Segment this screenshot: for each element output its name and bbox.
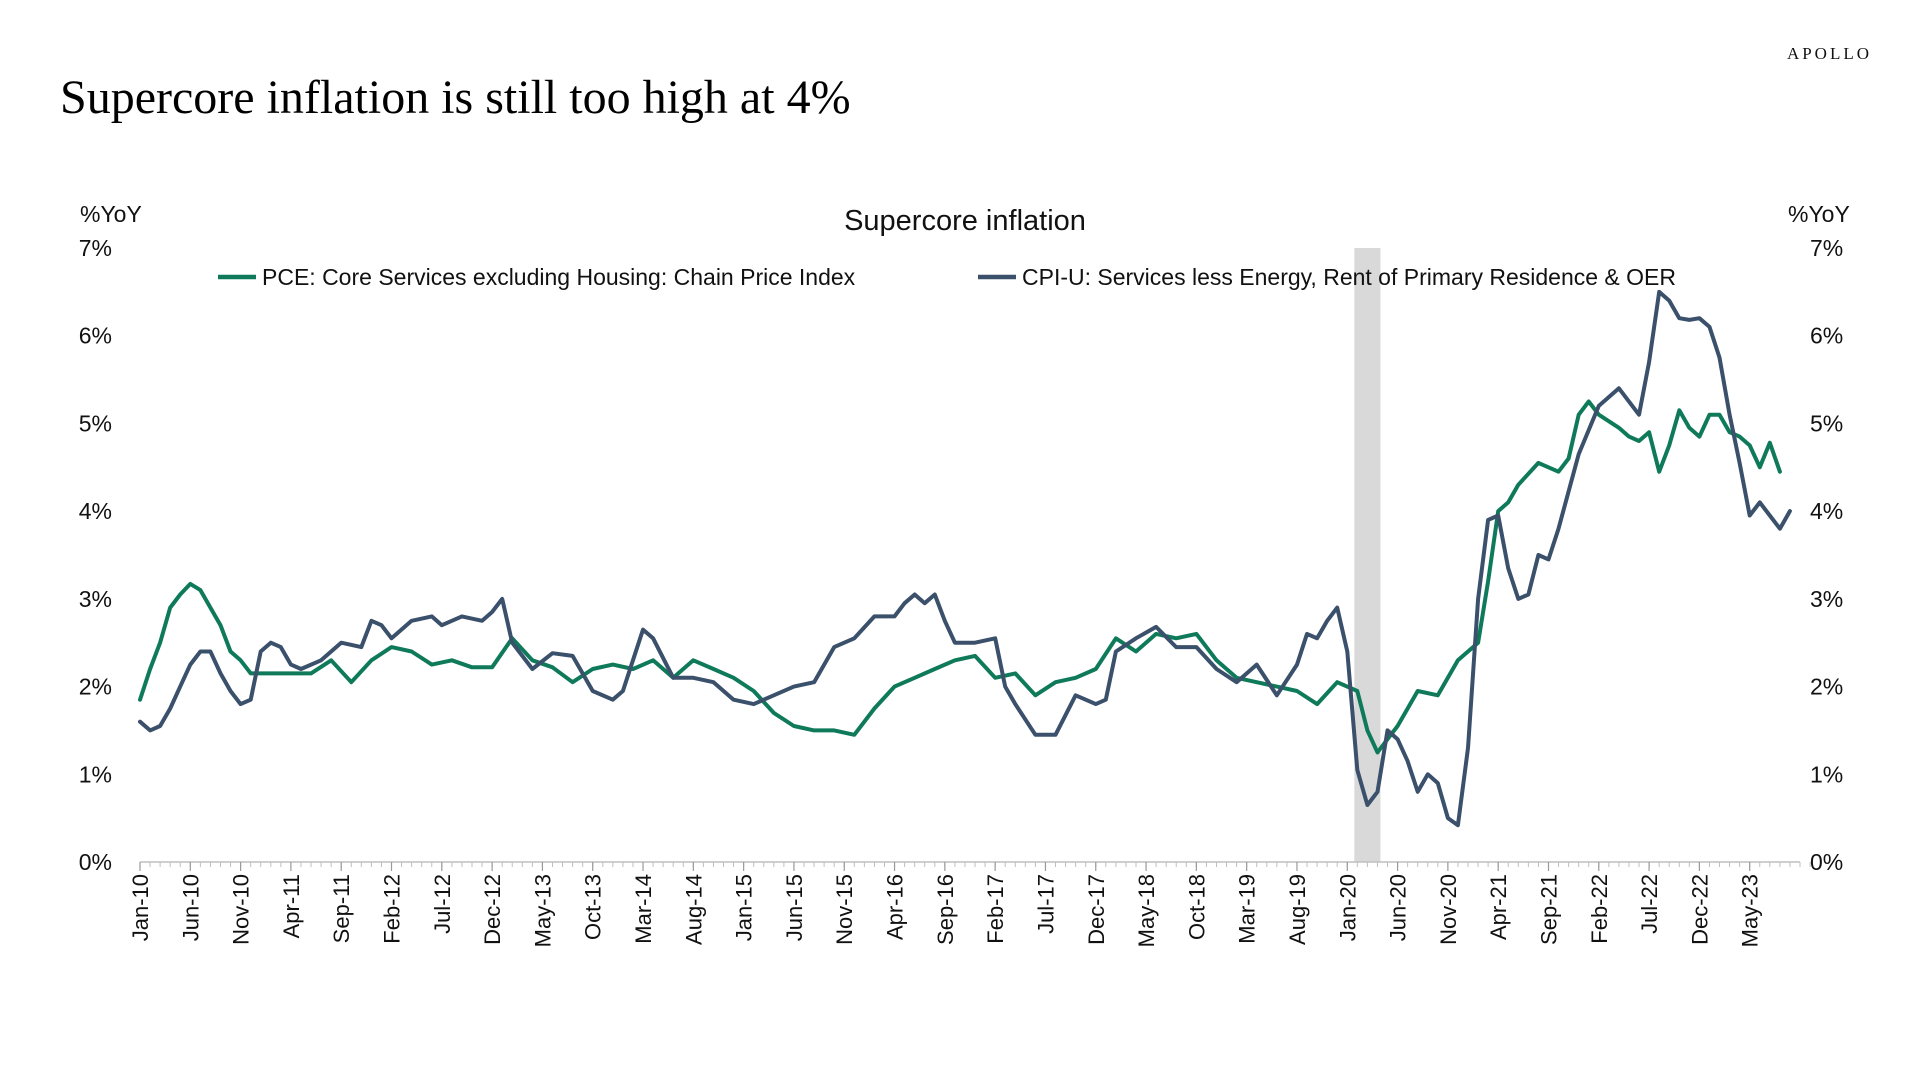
series-line-1 bbox=[138, 399, 1782, 755]
brand-logo: APOLLO bbox=[1786, 44, 1872, 63]
x-tick-label: Dec-12 bbox=[480, 874, 505, 945]
legend-label-1: PCE: Core Services excluding Housing: Ch… bbox=[262, 264, 856, 290]
x-tick-label: Mar-14 bbox=[631, 874, 656, 944]
x-tick-label: Nov-10 bbox=[229, 874, 254, 945]
x-tick-label: Jul-17 bbox=[1033, 874, 1058, 934]
x-tick-label: Sep-11 bbox=[329, 874, 354, 943]
x-tick-label: Sep-21 bbox=[1536, 874, 1561, 945]
x-tick-label: May-18 bbox=[1134, 874, 1159, 947]
y-tick-label-left: 6% bbox=[79, 323, 112, 349]
y-tick-label-right: 5% bbox=[1810, 410, 1843, 436]
x-tick-label: Jun-20 bbox=[1386, 874, 1411, 941]
x-tick-label: Dec-17 bbox=[1084, 874, 1109, 945]
x-tick-label: May-23 bbox=[1738, 874, 1763, 947]
x-tick-label: Feb-17 bbox=[983, 874, 1008, 944]
x-tick-label: Aug-19 bbox=[1285, 874, 1310, 945]
x-tick-label: Jan-10 bbox=[128, 874, 153, 941]
x-tick-label: Jul-22 bbox=[1637, 874, 1662, 934]
y-tick-label-right: 6% bbox=[1810, 323, 1843, 349]
y-tick-label-right: 3% bbox=[1810, 586, 1843, 612]
chart-title: Supercore inflation bbox=[844, 205, 1086, 237]
y-tick-label-right: 4% bbox=[1810, 498, 1843, 524]
recession-shading bbox=[1354, 248, 1381, 862]
x-tick-label: Jan-15 bbox=[732, 874, 757, 941]
x-tick-label: Feb-22 bbox=[1587, 874, 1612, 944]
y-tick-label-left: 1% bbox=[79, 761, 112, 787]
series-line-2 bbox=[138, 289, 1792, 828]
legend: PCE: Core Services excluding Housing: Ch… bbox=[218, 264, 1676, 290]
x-tick-label: Apr-21 bbox=[1486, 874, 1511, 940]
x-tick-label: Jul-12 bbox=[430, 874, 455, 934]
x-tick-label: Jun-10 bbox=[178, 874, 203, 941]
y-tick-label-left: 0% bbox=[79, 849, 112, 875]
x-tick-label: Oct-18 bbox=[1184, 874, 1209, 940]
x-tick-label: Feb-12 bbox=[380, 874, 405, 944]
y-tick-label-left: 7% bbox=[79, 235, 112, 261]
x-tick-label: Dec-22 bbox=[1687, 874, 1712, 945]
x-tick-label: Mar-19 bbox=[1235, 874, 1260, 944]
y-tick-label-right: 1% bbox=[1810, 761, 1843, 787]
x-tick-label: Nov-20 bbox=[1436, 874, 1461, 945]
x-tick-label: Apr-16 bbox=[883, 874, 908, 940]
legend-label-2: CPI-U: Services less Energy, Rent of Pri… bbox=[1022, 264, 1676, 290]
x-tick-label: Oct-13 bbox=[581, 874, 606, 940]
y-axis-label-left: %YoY bbox=[80, 201, 142, 227]
x-tick-label: Jan-20 bbox=[1335, 874, 1360, 941]
y-tick-label-right: 7% bbox=[1810, 235, 1843, 261]
page-title: Supercore inflation is still too high at… bbox=[60, 71, 851, 124]
y-tick-label-left: 5% bbox=[79, 410, 112, 436]
y-axis-label-right: %YoY bbox=[1788, 201, 1850, 227]
x-tick-label: Apr-11 bbox=[279, 874, 304, 938]
x-tick-label: Nov-15 bbox=[832, 874, 857, 945]
x-tick-label: Sep-16 bbox=[933, 874, 958, 945]
y-tick-label-left: 4% bbox=[79, 498, 112, 524]
x-tick-label: May-13 bbox=[530, 874, 555, 947]
x-tick-label: Jun-15 bbox=[782, 874, 807, 941]
y-tick-label-left: 2% bbox=[79, 674, 112, 700]
x-tick-label: Aug-14 bbox=[681, 874, 706, 945]
y-tick-label-right: 0% bbox=[1810, 849, 1843, 875]
y-tick-label-left: 3% bbox=[79, 586, 112, 612]
y-tick-label-right: 2% bbox=[1810, 674, 1843, 700]
